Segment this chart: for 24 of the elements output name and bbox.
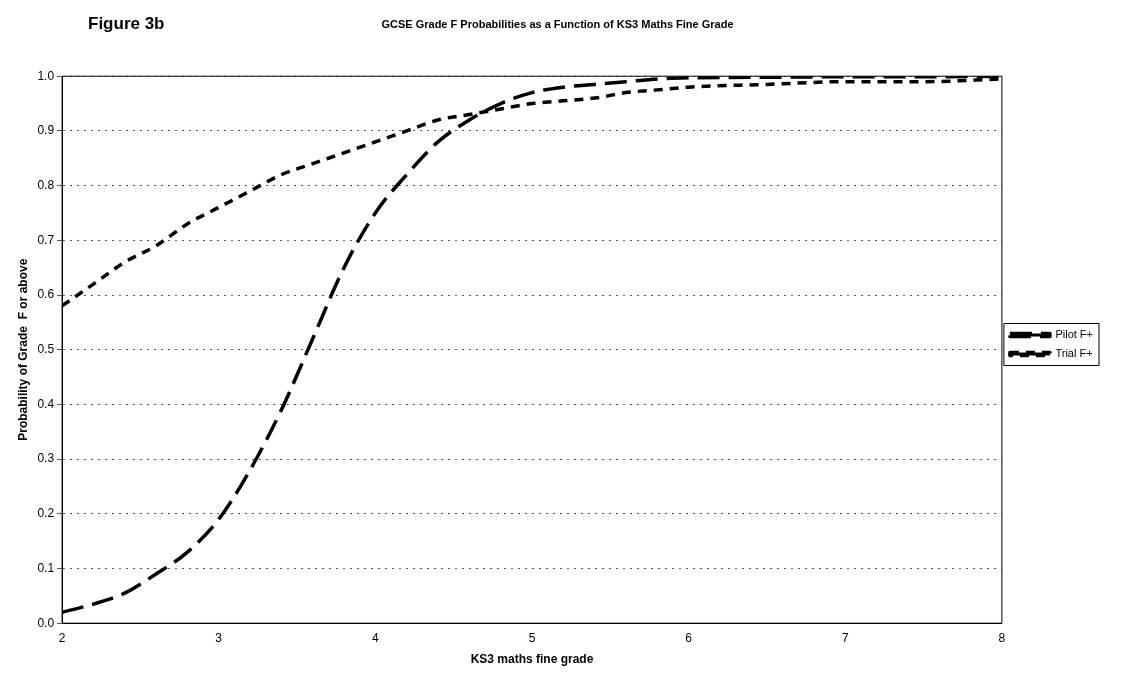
caption: Figure 3b	[88, 14, 165, 34]
y-tick-label: 0.0	[37, 615, 55, 630]
y-tick-label: 1.0	[37, 68, 55, 83]
y-tick-label: 0.7	[37, 232, 55, 247]
y-tick-label: 0.8	[37, 177, 55, 192]
y-tick-label: 0.3	[37, 451, 55, 466]
x-tick-label: 7	[841, 630, 849, 645]
x-axis-title: KS3 maths fine grade	[470, 652, 594, 667]
legend-label: Pilot F+	[1055, 328, 1094, 341]
chart-title: GCSE Grade F Probabilities as a Function of KS3 Maths Fine Grade	[381, 17, 734, 30]
y-tick-label: 0.1	[37, 560, 55, 575]
x-tick-label: 5	[528, 630, 536, 645]
y-tick-label: 0.2	[37, 506, 55, 521]
y-tick-label: 0.9	[37, 123, 55, 138]
legend-label: Trial F+	[1055, 347, 1093, 360]
x-tick-label: 4	[372, 630, 380, 645]
x-tick-label: 6	[685, 630, 693, 645]
x-tick-label: 2	[58, 630, 66, 645]
y-axis-title: Probability of Grade F or above	[15, 258, 30, 441]
y-tick-label: 0.6	[37, 287, 55, 302]
x-tick-label: 3	[215, 630, 223, 645]
x-tick-label: 8	[998, 630, 1006, 645]
y-tick-label: 0.5	[37, 342, 55, 357]
y-tick-label: 0.4	[37, 396, 55, 411]
